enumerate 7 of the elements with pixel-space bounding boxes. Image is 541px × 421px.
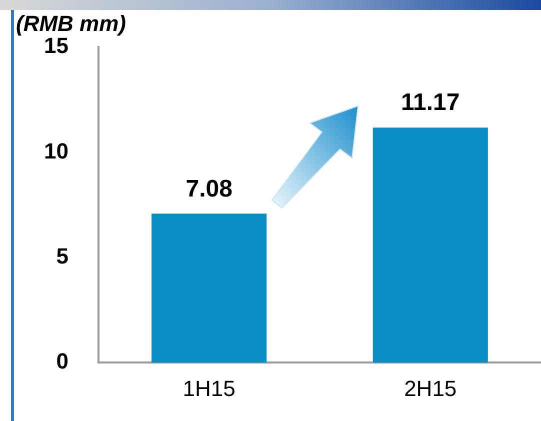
data-label: 7.08: [186, 175, 232, 202]
data-label: 11.17: [401, 89, 460, 116]
y-tick-label: 5: [56, 243, 68, 268]
y-tick-label: 10: [44, 138, 68, 164]
x-tick-label: 1H15: [182, 376, 236, 401]
x-tick-label: 2H15: [404, 376, 457, 401]
y-tick-label: 0: [56, 348, 68, 374]
